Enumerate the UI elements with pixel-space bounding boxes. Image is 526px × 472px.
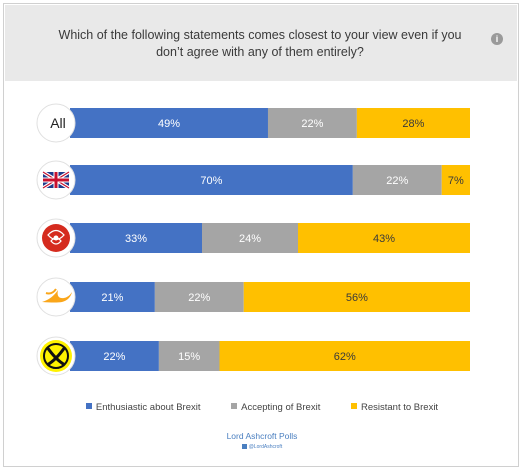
bar-resistant-4 bbox=[219, 341, 470, 371]
bar-enthusiastic-0 bbox=[70, 108, 268, 138]
data-label-resistant-4: 62% bbox=[334, 351, 356, 363]
question-header: Which of the following statements comes … bbox=[5, 5, 517, 81]
bar-accepting-1 bbox=[352, 165, 442, 195]
legend-swatch-resistant bbox=[350, 403, 357, 410]
data-label-resistant-1: 7% bbox=[448, 175, 464, 187]
data-label-accepting-0: 22% bbox=[301, 118, 323, 130]
data-label-enthusiastic-0: 49% bbox=[158, 118, 180, 130]
category-label: All bbox=[50, 115, 66, 131]
bar-resistant-2 bbox=[298, 223, 470, 253]
data-label-accepting-1: 22% bbox=[386, 175, 408, 187]
data-label-accepting-2: 24% bbox=[239, 233, 261, 245]
bar-enthusiastic-4 bbox=[70, 341, 159, 371]
stacked-bar-chart: 49% 22% 28% All 70% 22% 7% 33% 24% 43% 21% 22% 56% 22… bbox=[36, 103, 470, 376]
bar-resistant-0 bbox=[356, 108, 470, 138]
data-label-resistant-0: 28% bbox=[402, 118, 424, 130]
bird-wing bbox=[45, 288, 57, 295]
question-text: Which of the following statements comes … bbox=[58, 28, 462, 59]
bar-accepting-4 bbox=[158, 341, 220, 371]
data-label-resistant-3: 56% bbox=[346, 292, 368, 304]
bar-resistant-3 bbox=[243, 282, 470, 312]
snp-saltire bbox=[45, 346, 67, 367]
chart-frame: Which of the following statements comes … bbox=[3, 3, 519, 467]
bar-enthusiastic-2 bbox=[70, 223, 202, 253]
legend-item-resistant: Resistant to Brexit bbox=[350, 402, 439, 413]
data-label-resistant-2: 43% bbox=[373, 233, 395, 245]
legend-label-resistant: Resistant to Brexit bbox=[360, 402, 439, 413]
data-label-accepting-4: 15% bbox=[178, 351, 200, 363]
snp-ring bbox=[43, 343, 69, 369]
bird-icon bbox=[36, 277, 76, 317]
rose-center bbox=[53, 235, 59, 241]
legend-item-enthusiastic: Enthusiastic about Brexit bbox=[85, 402, 201, 413]
bar-accepting-0 bbox=[267, 108, 357, 138]
data-label-enthusiastic-2: 33% bbox=[125, 233, 147, 245]
info-icon[interactable]: i bbox=[491, 33, 503, 45]
category-label-all: All bbox=[36, 103, 76, 143]
data-label-enthusiastic-4: 22% bbox=[103, 351, 125, 363]
legend: Enthusiastic about Brexit Accepting of B… bbox=[4, 402, 520, 413]
data-label-enthusiastic-1: 70% bbox=[200, 175, 222, 187]
data-label-enthusiastic-3: 21% bbox=[101, 292, 123, 304]
bar-enthusiastic-3 bbox=[70, 282, 155, 312]
bar-enthusiastic-1 bbox=[70, 165, 353, 195]
twitter-icon bbox=[241, 444, 247, 450]
bar-resistant-1 bbox=[441, 165, 470, 195]
legend-label-enthusiastic: Enthusiastic about Brexit bbox=[95, 402, 201, 413]
legend-label-accepting: Accepting of Brexit bbox=[241, 402, 321, 413]
credit-handle-text: @LordAshcroft bbox=[248, 444, 283, 450]
bar-accepting-2 bbox=[202, 223, 298, 253]
snp-icon bbox=[36, 336, 76, 376]
legend-item-accepting: Accepting of Brexit bbox=[231, 402, 320, 413]
credit-handle[interactable]: @LordAshcroft bbox=[4, 444, 520, 450]
legend-swatch-accepting bbox=[231, 403, 238, 410]
bar-accepting-3 bbox=[154, 282, 244, 312]
flag-cross-red-v bbox=[54, 172, 58, 188]
union-jack-icon bbox=[36, 160, 76, 200]
bird-body bbox=[42, 290, 72, 303]
category-badge-0 bbox=[36, 103, 76, 143]
legend-swatch-enthusiastic bbox=[85, 403, 92, 410]
data-label-accepting-3: 22% bbox=[188, 292, 210, 304]
red-rose-icon bbox=[36, 218, 76, 258]
credit-source[interactable]: Lord Ashcroft Polls bbox=[226, 431, 298, 441]
